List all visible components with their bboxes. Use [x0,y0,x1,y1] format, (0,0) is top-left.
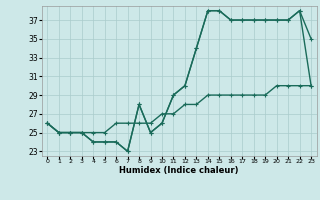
X-axis label: Humidex (Indice chaleur): Humidex (Indice chaleur) [119,166,239,175]
